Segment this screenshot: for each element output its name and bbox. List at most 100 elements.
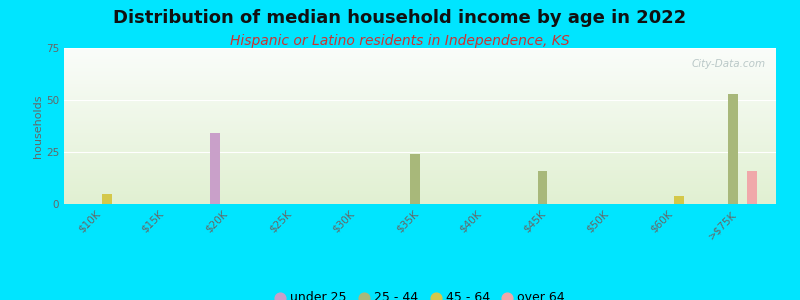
Bar: [64, 112, 776, 113]
Bar: [64, 66, 776, 67]
Bar: [64, 108, 776, 109]
Bar: [102, 194, 112, 204]
Bar: [210, 133, 220, 204]
Bar: [64, 182, 776, 183]
Bar: [64, 187, 776, 188]
Bar: [64, 129, 776, 130]
Bar: [728, 94, 738, 204]
Bar: [64, 190, 776, 191]
Bar: [64, 132, 776, 133]
Bar: [64, 85, 776, 86]
Bar: [64, 178, 776, 179]
Bar: [64, 49, 776, 50]
Bar: [64, 106, 776, 107]
Bar: [64, 149, 776, 150]
Bar: [64, 169, 776, 170]
Bar: [64, 61, 776, 62]
Bar: [64, 72, 776, 73]
Bar: [64, 110, 776, 111]
Bar: [64, 148, 776, 149]
Bar: [64, 64, 776, 65]
Bar: [64, 180, 776, 181]
Bar: [64, 181, 776, 182]
Bar: [64, 87, 776, 88]
Bar: [64, 101, 776, 102]
Bar: [64, 151, 776, 152]
Bar: [674, 196, 684, 204]
Bar: [64, 194, 776, 195]
Bar: [64, 179, 776, 180]
Bar: [64, 104, 776, 105]
Bar: [64, 124, 776, 125]
Bar: [64, 99, 776, 100]
Bar: [64, 165, 776, 166]
Bar: [64, 62, 776, 63]
Bar: [64, 76, 776, 77]
Bar: [64, 155, 776, 156]
Bar: [64, 105, 776, 106]
Bar: [64, 137, 776, 138]
Bar: [64, 63, 776, 64]
Bar: [64, 143, 776, 144]
Bar: [64, 147, 776, 148]
Bar: [64, 130, 776, 131]
Bar: [64, 170, 776, 171]
Bar: [64, 202, 776, 203]
Bar: [64, 111, 776, 112]
Bar: [64, 203, 776, 204]
Bar: [64, 158, 776, 159]
Bar: [64, 145, 776, 146]
Bar: [64, 94, 776, 95]
Bar: [64, 141, 776, 142]
Bar: [64, 69, 776, 70]
Bar: [64, 59, 776, 60]
Bar: [64, 68, 776, 69]
Bar: [64, 58, 776, 59]
Bar: [64, 75, 776, 76]
Bar: [64, 48, 776, 49]
Bar: [64, 90, 776, 91]
Legend: under 25, 25 - 44, 45 - 64, over 64: under 25, 25 - 44, 45 - 64, over 64: [275, 291, 565, 300]
Bar: [64, 52, 776, 53]
Bar: [64, 93, 776, 94]
Bar: [64, 70, 776, 71]
Bar: [64, 186, 776, 187]
Bar: [64, 191, 776, 192]
Text: City-Data.com: City-Data.com: [691, 59, 766, 69]
Bar: [64, 84, 776, 85]
Bar: [64, 199, 776, 200]
Bar: [64, 74, 776, 75]
Bar: [64, 168, 776, 169]
Y-axis label: households: households: [33, 94, 43, 158]
Bar: [64, 67, 776, 68]
Bar: [64, 95, 776, 96]
Bar: [64, 81, 776, 82]
Bar: [64, 119, 776, 120]
Bar: [64, 82, 776, 83]
Bar: [64, 126, 776, 127]
Bar: [64, 102, 776, 103]
Bar: [64, 163, 776, 164]
Bar: [64, 51, 776, 52]
Text: Hispanic or Latino residents in Independence, KS: Hispanic or Latino residents in Independ…: [230, 34, 570, 49]
Bar: [64, 195, 776, 196]
Bar: [64, 78, 776, 79]
Bar: [64, 56, 776, 57]
Bar: [64, 144, 776, 145]
Bar: [64, 98, 776, 99]
Bar: [64, 89, 776, 90]
Bar: [64, 73, 776, 74]
Bar: [64, 53, 776, 54]
Bar: [64, 183, 776, 184]
Bar: [64, 188, 776, 189]
Bar: [64, 150, 776, 151]
Bar: [64, 140, 776, 141]
Bar: [64, 71, 776, 72]
Bar: [64, 85, 776, 86]
Bar: [64, 200, 776, 201]
Bar: [64, 159, 776, 160]
Bar: [64, 198, 776, 199]
Bar: [64, 174, 776, 175]
Bar: [64, 83, 776, 84]
Bar: [64, 128, 776, 129]
